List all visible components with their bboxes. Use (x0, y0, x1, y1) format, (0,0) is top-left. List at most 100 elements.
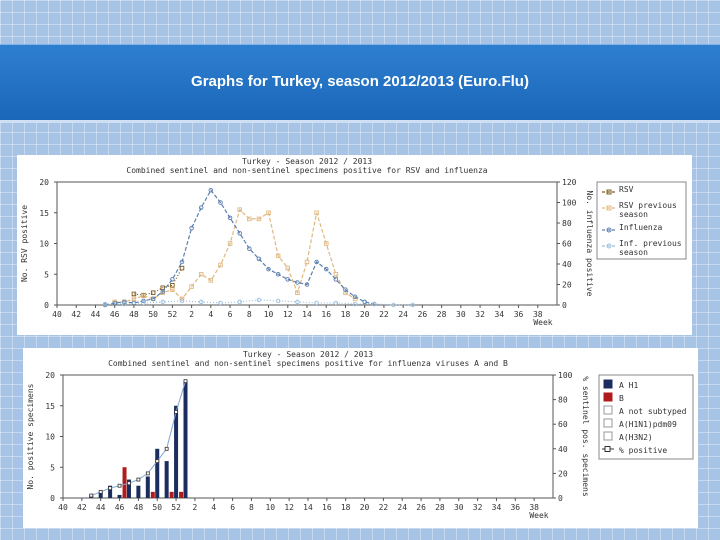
x-tick-label: 10 (264, 310, 274, 319)
data-point (343, 287, 348, 292)
x-tick-label: 50 (152, 503, 162, 512)
influenza-types-chart-panel: Turkey - Season 2012 / 2013 Combined sent… (23, 348, 698, 528)
data-point (122, 299, 127, 305)
x-tick-label: 24 (398, 310, 408, 319)
bar (179, 491, 184, 498)
y-tick-label: 20 (45, 371, 55, 380)
y2-tick-label: 0 (558, 494, 563, 503)
bar (136, 485, 141, 498)
legend-label: A not subtyped (619, 407, 687, 416)
data-point (314, 210, 319, 216)
legend-label: % positive (619, 446, 667, 455)
bar (122, 467, 127, 498)
x-tick-label: 28 (435, 503, 445, 512)
x-tick-label: 28 (437, 310, 447, 319)
x-tick-label: 52 (168, 310, 178, 319)
data-point (275, 253, 281, 259)
x-tick-label: 20 (360, 310, 370, 319)
bar (150, 491, 155, 498)
data-point (131, 296, 137, 302)
percent-positive-point (183, 379, 188, 384)
data-point (237, 299, 242, 305)
x-tick-label: 12 (284, 503, 294, 512)
data-point (285, 265, 291, 271)
legend-box (596, 181, 687, 260)
series-line (133, 267, 183, 296)
data-point (256, 256, 262, 262)
bar (164, 461, 169, 498)
chart-title: Turkey - Season 2012 / 2013 (243, 350, 373, 359)
data-point (295, 290, 300, 295)
x-tick-label: 30 (454, 503, 464, 512)
data-point (141, 300, 146, 306)
bar (98, 491, 103, 498)
legend-label: RSV (619, 185, 634, 194)
legend-label: Influenza (619, 223, 663, 232)
x-tick-label: 8 (247, 310, 252, 319)
y2-tick-label: 80 (562, 219, 572, 228)
legend-label: A H1 (619, 381, 638, 390)
data-point (170, 283, 175, 288)
x-tick-label: 38 (533, 310, 543, 319)
x-tick-label: 50 (148, 310, 158, 319)
x-tick-label: 48 (134, 503, 144, 512)
x-tick-label: 2 (189, 310, 194, 319)
x-tick-label: 8 (249, 503, 254, 512)
data-point (295, 280, 300, 285)
x-tick-label: 18 (341, 310, 351, 319)
data-point (266, 210, 271, 216)
data-point (275, 271, 281, 277)
y2-axis-label: % sentinel pos. specimens (581, 376, 590, 497)
data-point (275, 298, 281, 304)
data-point (179, 296, 185, 302)
data-point (285, 277, 291, 282)
legend-marker (606, 227, 612, 233)
series-line (114, 208, 356, 303)
percent-positive-point (136, 477, 141, 482)
x-axis-label: Week (533, 318, 552, 327)
x-tick-label: 52 (171, 503, 181, 512)
data-point (352, 301, 358, 307)
title-banner: Graphs for Turkey, season 2012/2013 (Eur… (0, 44, 720, 123)
percent-positive-point (164, 446, 169, 451)
x-tick-label: 48 (129, 310, 139, 319)
y2-tick-label: 40 (558, 445, 568, 454)
page-title: Graphs for Turkey, season 2012/2013 (Eur… (191, 73, 529, 90)
data-point (179, 259, 185, 265)
data-point (343, 290, 348, 295)
data-point (170, 277, 175, 282)
x-tick-label: 42 (77, 503, 87, 512)
data-point (227, 215, 233, 221)
data-point (208, 187, 214, 193)
x-tick-label: 36 (514, 310, 524, 319)
x-tick-label: 32 (473, 503, 483, 512)
data-point (160, 289, 166, 294)
y2-tick-label: 60 (562, 240, 572, 249)
y-tick-label: 5 (44, 270, 49, 279)
y-tick-label: 5 (50, 463, 55, 472)
data-point (112, 300, 117, 306)
data-point (189, 225, 194, 231)
data-point (131, 291, 137, 297)
legend-swatch (603, 405, 613, 415)
data-point (179, 265, 185, 271)
legend-swatch (603, 379, 613, 389)
y2-tick-label: 20 (562, 281, 572, 290)
data-point (198, 205, 204, 210)
y-tick-label: 10 (39, 240, 49, 249)
y2-axis-label: No. influenza positive (585, 191, 594, 297)
x-tick-label: 44 (91, 310, 101, 319)
data-point (391, 302, 396, 308)
bar (117, 494, 122, 498)
data-point (198, 299, 204, 305)
legend-marker (606, 189, 612, 195)
x-tick-label: 32 (475, 310, 485, 319)
y2-tick-label: 120 (562, 178, 577, 187)
data-point (189, 284, 194, 289)
data-point (141, 298, 146, 304)
data-point (218, 300, 223, 306)
data-point (256, 216, 262, 222)
data-point (256, 297, 262, 303)
